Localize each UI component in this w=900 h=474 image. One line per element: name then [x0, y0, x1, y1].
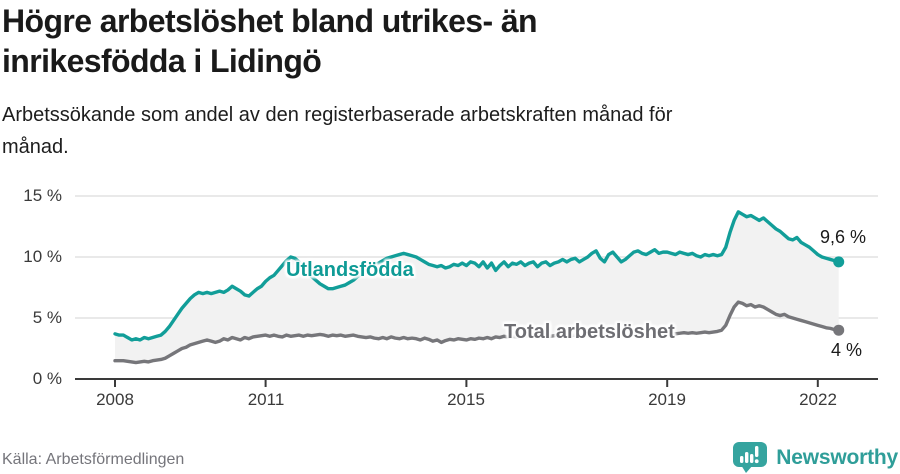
- x-tick-label: 2015: [447, 390, 485, 409]
- source-note: Källa: Arbetsförmedlingen: [2, 451, 185, 468]
- newsworthy-icon: [732, 442, 769, 473]
- x-tick-label: 2011: [247, 390, 285, 409]
- series-label-total-arbetsloshet: Total arbetslöshet: [504, 321, 675, 343]
- page-title: Högre arbetslöshet bland utrikes- än inr…: [2, 3, 538, 80]
- end-value-label-utlandsfodda: 9,6 %: [819, 227, 866, 247]
- x-tick-label: 2019: [648, 390, 686, 409]
- y-tick-label: 15 %: [23, 186, 62, 205]
- page-subtitle: Arbetssökande som andel av den registerb…: [2, 104, 673, 158]
- y-tick-label: 5 %: [32, 308, 62, 327]
- newsworthy-wordmark: Newsworthy: [776, 445, 898, 469]
- x-tick-label: 2022: [799, 390, 837, 409]
- end-value-label-total: 4 %: [830, 340, 862, 360]
- y-tick-label: 0 %: [32, 369, 62, 388]
- x-tick-label: 2008: [96, 390, 134, 409]
- series-label-utlandsfodda: Utlandsfödda: [286, 259, 414, 281]
- newsworthy-logo: Newsworthy: [732, 442, 898, 473]
- y-tick-label: 10 %: [23, 247, 62, 266]
